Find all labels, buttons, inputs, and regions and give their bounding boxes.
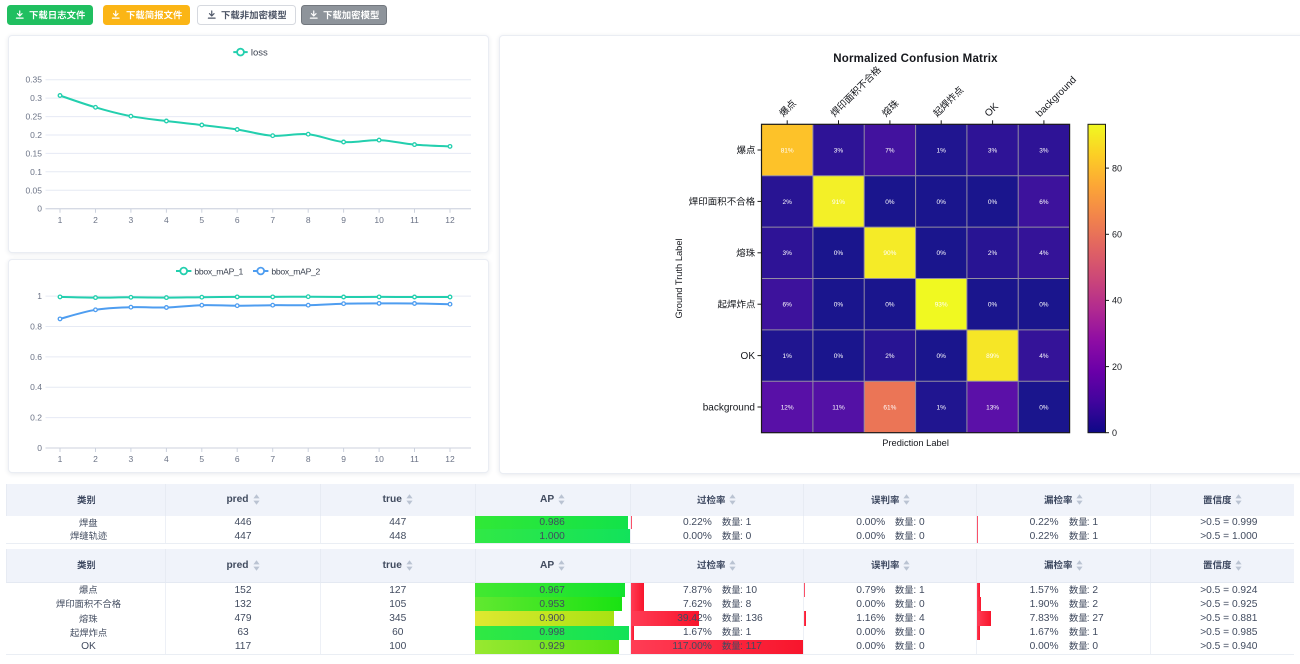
svg-text:2%: 2% xyxy=(987,250,997,257)
svg-text:93%: 93% xyxy=(934,301,947,308)
svg-text:0%: 0% xyxy=(885,198,895,205)
svg-text:10: 10 xyxy=(374,454,384,464)
svg-text:0%: 0% xyxy=(1039,301,1049,308)
svg-text:6: 6 xyxy=(234,214,239,224)
svg-text:11: 11 xyxy=(410,214,419,224)
svg-text:12: 12 xyxy=(445,454,455,464)
svg-text:0%: 0% xyxy=(936,250,946,257)
svg-text:3: 3 xyxy=(128,454,133,464)
svg-text:0: 0 xyxy=(37,203,42,213)
svg-text:5: 5 xyxy=(199,454,204,464)
svg-text:3: 3 xyxy=(128,214,133,224)
svg-text:60: 60 xyxy=(1112,229,1122,239)
svg-text:0%: 0% xyxy=(936,353,946,360)
svg-text:7: 7 xyxy=(270,214,275,224)
svg-text:0.6: 0.6 xyxy=(30,351,42,361)
svg-text:4: 4 xyxy=(164,454,169,464)
svg-text:2%: 2% xyxy=(885,353,895,360)
svg-text:1: 1 xyxy=(37,291,42,301)
svg-text:4%: 4% xyxy=(1039,250,1049,257)
svg-text:0.2: 0.2 xyxy=(30,412,42,422)
svg-text:Normalized Confusion Matrix: Normalized Confusion Matrix xyxy=(833,53,998,65)
svg-text:1%: 1% xyxy=(782,353,792,360)
svg-text:bbox_mAP_2: bbox_mAP_2 xyxy=(271,266,320,276)
svg-text:0.05: 0.05 xyxy=(25,185,42,195)
svg-text:bbox_mAP_1: bbox_mAP_1 xyxy=(194,266,243,276)
svg-text:background: background xyxy=(702,402,754,413)
svg-text:1%: 1% xyxy=(936,404,946,411)
svg-text:6%: 6% xyxy=(782,301,792,308)
svg-text:8: 8 xyxy=(305,454,310,464)
svg-text:0%: 0% xyxy=(936,198,946,205)
svg-text:0%: 0% xyxy=(833,353,843,360)
svg-text:20: 20 xyxy=(1112,361,1122,371)
svg-text:0.15: 0.15 xyxy=(25,148,42,158)
svg-text:89%: 89% xyxy=(986,353,999,360)
svg-text:0%: 0% xyxy=(987,198,997,205)
svg-text:7%: 7% xyxy=(885,147,895,154)
svg-text:1%: 1% xyxy=(936,147,946,154)
svg-text:3%: 3% xyxy=(1039,147,1049,154)
svg-text:0%: 0% xyxy=(885,301,895,308)
svg-text:2: 2 xyxy=(93,454,98,464)
svg-text:loss: loss xyxy=(250,47,267,58)
svg-text:9: 9 xyxy=(341,454,346,464)
svg-text:8: 8 xyxy=(305,214,310,224)
svg-text:90%: 90% xyxy=(883,250,896,257)
svg-text:0%: 0% xyxy=(987,301,997,308)
svg-text:3%: 3% xyxy=(833,147,843,154)
svg-text:4: 4 xyxy=(164,214,169,224)
svg-text:OK: OK xyxy=(982,101,1000,119)
svg-text:3%: 3% xyxy=(782,250,792,257)
svg-text:0: 0 xyxy=(37,443,42,453)
svg-text:11%: 11% xyxy=(832,404,845,411)
svg-text:7: 7 xyxy=(270,454,275,464)
svg-text:40: 40 xyxy=(1112,295,1122,305)
svg-text:12%: 12% xyxy=(780,404,793,411)
svg-text:6%: 6% xyxy=(1039,198,1049,205)
svg-text:13%: 13% xyxy=(986,404,999,411)
svg-text:0: 0 xyxy=(1112,428,1117,438)
svg-text:0.25: 0.25 xyxy=(25,111,42,121)
svg-text:0.35: 0.35 xyxy=(25,74,42,84)
svg-text:1: 1 xyxy=(57,454,62,464)
svg-text:80: 80 xyxy=(1112,163,1122,173)
svg-text:1: 1 xyxy=(57,214,62,224)
svg-text:3%: 3% xyxy=(987,147,997,154)
svg-text:11: 11 xyxy=(410,454,419,464)
svg-text:0.1: 0.1 xyxy=(30,166,42,176)
svg-text:Prediction Label: Prediction Label xyxy=(882,438,949,448)
svg-text:Ground Truth Label: Ground Truth Label xyxy=(674,238,684,318)
svg-text:5: 5 xyxy=(199,214,204,224)
svg-text:4%: 4% xyxy=(1039,353,1049,360)
svg-text:0%: 0% xyxy=(833,301,843,308)
svg-text:background: background xyxy=(1034,74,1079,119)
svg-text:91%: 91% xyxy=(831,198,844,205)
svg-text:6: 6 xyxy=(234,454,239,464)
svg-text:9: 9 xyxy=(341,214,346,224)
svg-text:10: 10 xyxy=(374,214,384,224)
svg-text:0%: 0% xyxy=(1039,404,1049,411)
svg-text:0%: 0% xyxy=(833,250,843,257)
svg-text:12: 12 xyxy=(445,214,455,224)
svg-text:OK: OK xyxy=(740,351,755,362)
svg-text:2: 2 xyxy=(93,214,98,224)
svg-text:0.8: 0.8 xyxy=(30,321,42,331)
svg-text:81%: 81% xyxy=(780,147,793,154)
svg-text:0.2: 0.2 xyxy=(30,130,42,140)
svg-text:2%: 2% xyxy=(782,198,792,205)
svg-text:0.4: 0.4 xyxy=(30,382,42,392)
svg-text:61%: 61% xyxy=(883,404,896,411)
svg-text:0.3: 0.3 xyxy=(30,93,42,103)
